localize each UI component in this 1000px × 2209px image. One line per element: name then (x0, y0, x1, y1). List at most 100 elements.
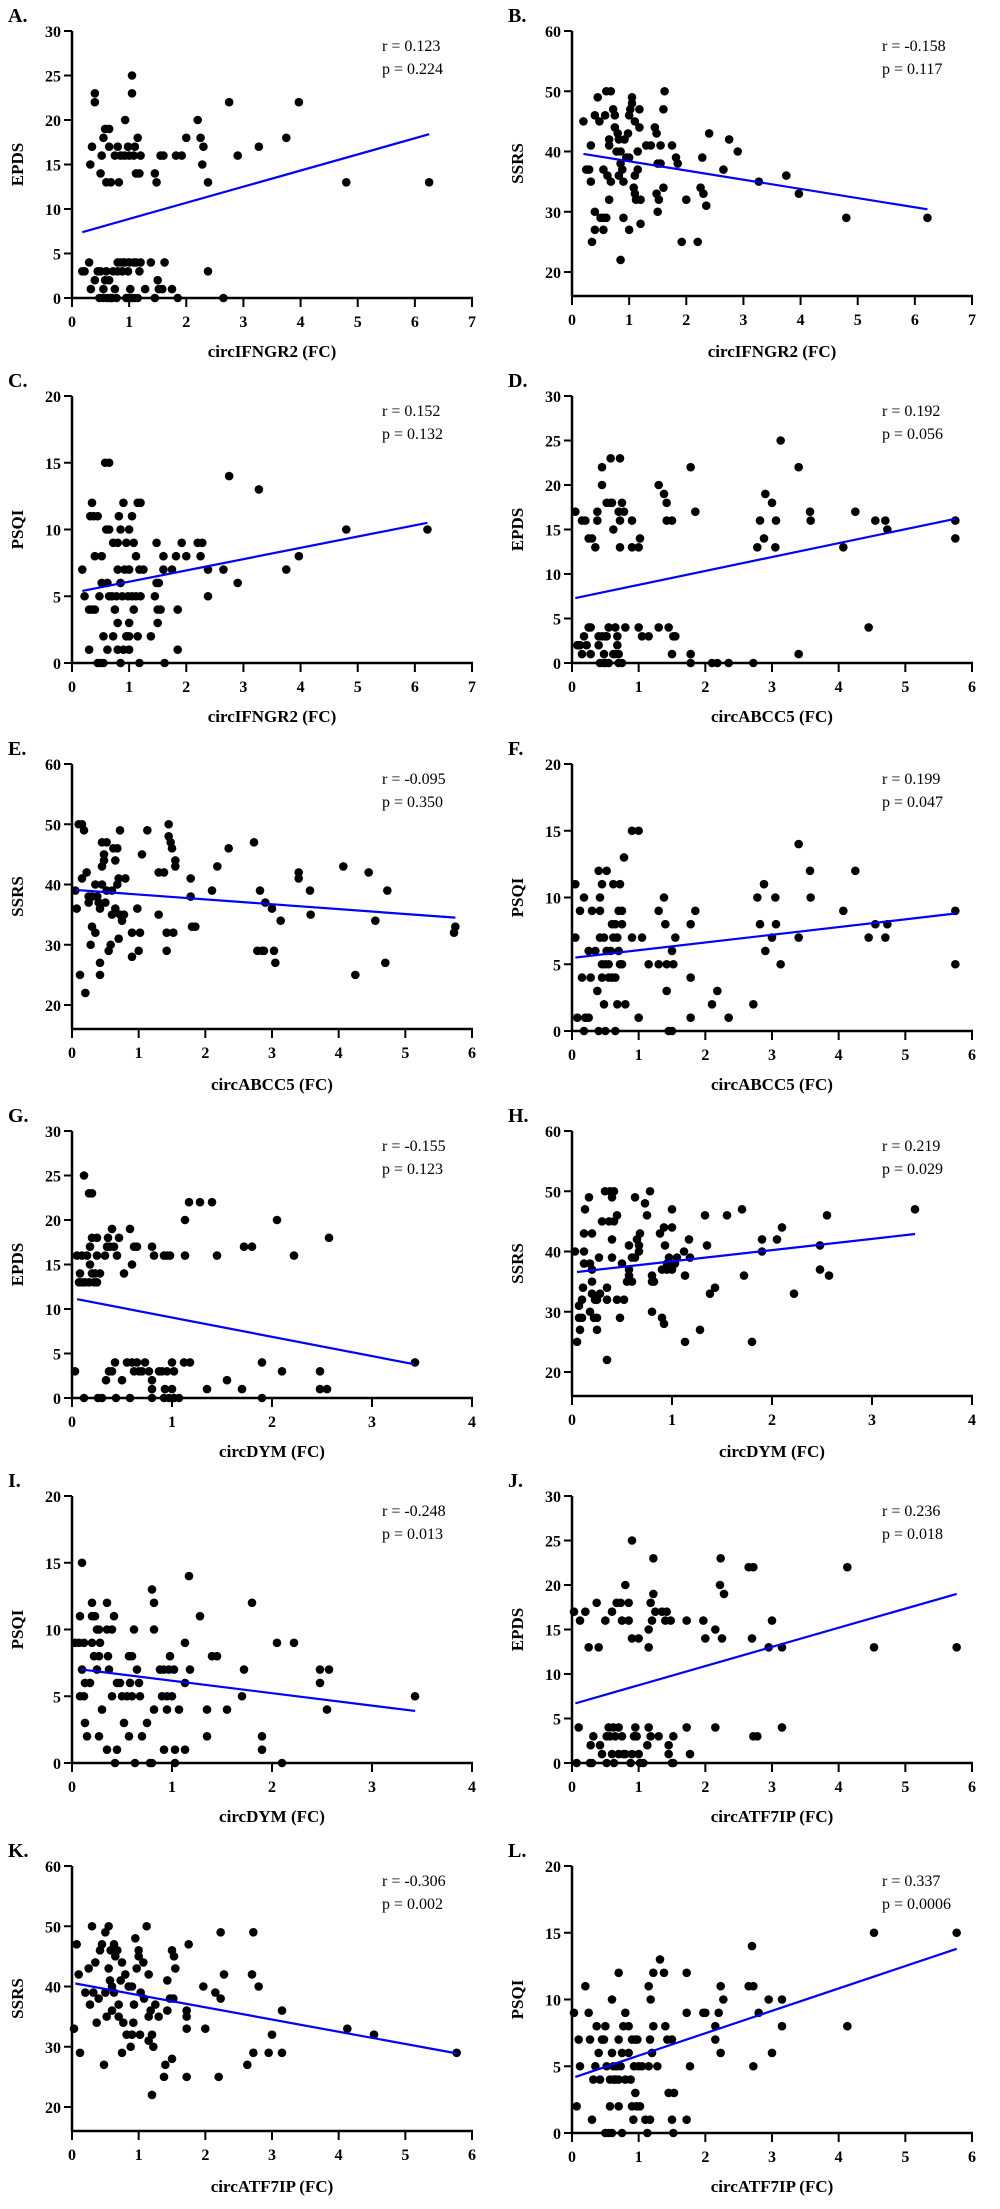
y-tick-label: 20 (545, 757, 561, 774)
data-point (619, 853, 629, 862)
data-point (203, 178, 213, 187)
regression-line (575, 1592, 957, 1705)
data-point (805, 866, 815, 876)
y-tick-label: 50 (545, 1184, 561, 1201)
data-point (586, 623, 595, 632)
data-point (584, 165, 594, 174)
data-point (578, 1283, 588, 1292)
data-point (140, 284, 150, 294)
data-point (772, 1235, 782, 1244)
r-value-annotation: r = 0.337 (882, 1873, 940, 1890)
data-point (599, 933, 609, 942)
data-point (667, 1223, 677, 1232)
data-point (711, 1625, 720, 1634)
data-point (180, 1638, 190, 1648)
data-point (669, 2128, 678, 2138)
data-point (80, 267, 89, 276)
data-point (80, 1718, 90, 1728)
data-point (339, 862, 348, 871)
x-axis-label: circDYM (FC) (219, 1442, 325, 1461)
scatter-panel: J. 0 5 10 15 20 25 30 0 1 2 3 4 5 6 circATF7IP (FC) EPDS… (500, 1465, 1000, 1833)
data-point (719, 165, 728, 174)
panel-label: C. (8, 370, 27, 392)
data-point (685, 1749, 695, 1759)
data-point (682, 1723, 691, 1732)
data-point (277, 2048, 287, 2058)
y-tick-label: 30 (545, 1305, 561, 1322)
data-point (711, 1723, 720, 1732)
data-point (123, 142, 133, 151)
data-point (170, 1758, 180, 1768)
data-point (659, 183, 668, 192)
data-point (624, 2048, 633, 2058)
x-tick-label: 6 (468, 1045, 476, 1062)
data-point (653, 207, 663, 217)
x-tick-label: 4 (335, 1045, 343, 1062)
data-point (281, 565, 291, 574)
data-point (182, 2012, 191, 2021)
data-point (130, 1758, 140, 1768)
data-point (153, 618, 163, 628)
data-point (207, 1197, 217, 1207)
y-tick-label: 5 (53, 589, 61, 606)
data-point (716, 1981, 725, 1991)
data-point (237, 1691, 247, 1701)
data-point (410, 1358, 420, 1367)
data-point (649, 1554, 658, 1563)
data-point (254, 1982, 263, 1991)
data-point (102, 838, 111, 847)
x-tick-label: 4 (835, 1779, 843, 1796)
regression-line (75, 888, 456, 919)
data-point (180, 1745, 190, 1754)
x-tick-label: 6 (468, 2147, 476, 2164)
data-point (579, 1259, 589, 1268)
data-point (87, 1598, 97, 1608)
x-tick-label: 0 (568, 2149, 576, 2166)
data-point (686, 1013, 695, 1022)
data-point (599, 1000, 609, 1009)
data-point (700, 1211, 710, 1220)
data-point (163, 1976, 172, 1985)
data-point (724, 1013, 733, 1022)
data-point (135, 928, 145, 937)
data-point (839, 543, 848, 552)
data-point (601, 1616, 610, 1625)
data-point (146, 2006, 155, 2015)
x-tick-label: 3 (368, 1414, 376, 1431)
regression-line (81, 133, 430, 234)
x-tick-label: 0 (68, 1414, 76, 1431)
data-point (881, 516, 890, 525)
data-point (199, 142, 208, 151)
data-point (140, 1358, 150, 1367)
data-point (616, 1598, 625, 1608)
data-point (90, 275, 100, 285)
data-point (615, 454, 625, 463)
data-point (110, 1358, 120, 1367)
y-tick-label: 0 (553, 1756, 561, 1773)
data-point (95, 1269, 105, 1278)
x-axis-label: circATF7IP (FC) (711, 2177, 834, 2196)
regression-line (576, 1232, 916, 1274)
data-point (667, 649, 677, 659)
data-point (135, 1691, 145, 1701)
data-point (601, 2021, 610, 2031)
data-point (864, 623, 873, 632)
x-tick-label: 4 (835, 2149, 843, 2166)
data-point (644, 1723, 653, 1732)
x-tick-label: 0 (68, 1779, 76, 1796)
r-value-annotation: r = -0.158 (882, 38, 946, 55)
data-point (80, 591, 89, 601)
x-tick-label: 3 (368, 1779, 376, 1796)
data-point (584, 2008, 593, 2018)
data-point (201, 2024, 210, 2033)
data-point (167, 1358, 177, 1367)
data-point (592, 1325, 602, 1335)
p-value-annotation: p = 0.013 (382, 1526, 443, 1543)
data-point (171, 551, 181, 561)
data-point (114, 2000, 123, 2009)
data-point (789, 1289, 799, 1298)
x-tick-label: 0 (568, 312, 576, 329)
data-point (607, 1607, 617, 1616)
x-tick-label: 1 (635, 679, 643, 696)
data-point (147, 1384, 157, 1394)
